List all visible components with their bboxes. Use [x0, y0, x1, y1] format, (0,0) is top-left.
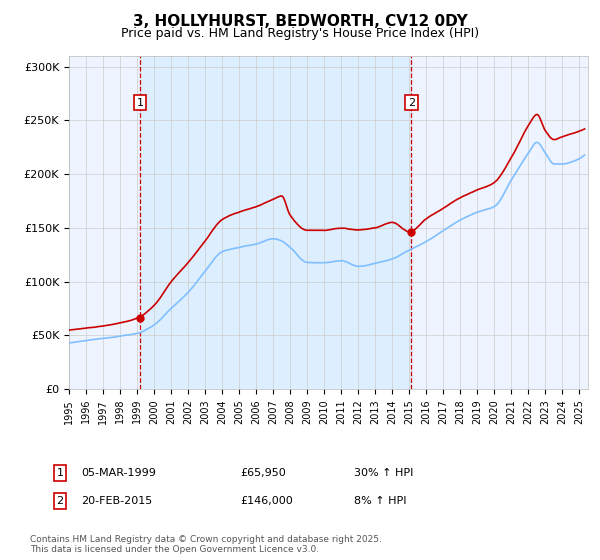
Text: Price paid vs. HM Land Registry's House Price Index (HPI): Price paid vs. HM Land Registry's House … [121, 27, 479, 40]
Text: 1: 1 [137, 97, 143, 108]
Text: 30% ↑ HPI: 30% ↑ HPI [354, 468, 413, 478]
Text: Contains HM Land Registry data © Crown copyright and database right 2025.
This d: Contains HM Land Registry data © Crown c… [30, 535, 382, 554]
Bar [140, 56, 412, 389]
Text: 2: 2 [56, 496, 64, 506]
Text: 8% ↑ HPI: 8% ↑ HPI [354, 496, 407, 506]
Text: £65,950: £65,950 [240, 468, 286, 478]
Text: 1: 1 [56, 468, 64, 478]
Text: 2: 2 [408, 97, 415, 108]
Text: 3, HOLLYHURST, BEDWORTH, CV12 0DY: 3, HOLLYHURST, BEDWORTH, CV12 0DY [133, 14, 467, 29]
Text: 05-MAR-1999: 05-MAR-1999 [81, 468, 156, 478]
Text: £146,000: £146,000 [240, 496, 293, 506]
Text: 20-FEB-2015: 20-FEB-2015 [81, 496, 152, 506]
